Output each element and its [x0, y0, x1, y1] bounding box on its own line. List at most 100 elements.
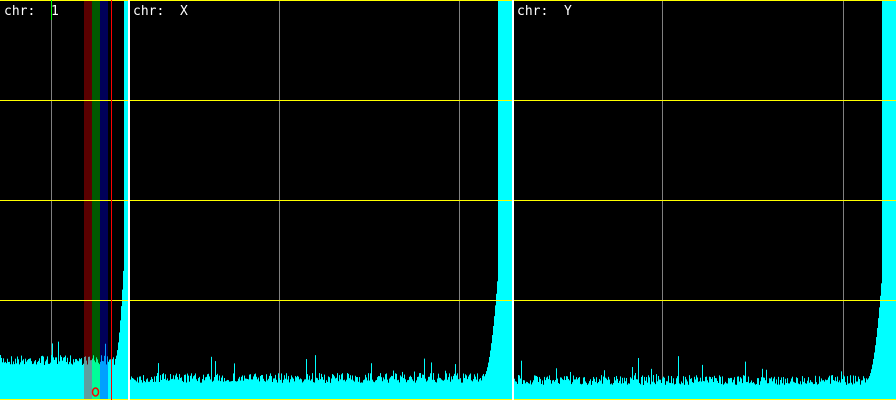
- coverage-bar: [110, 359, 111, 400]
- coverage-bar: [42, 355, 43, 400]
- coverage-bar: [524, 380, 525, 400]
- coverage-bar: [869, 376, 870, 400]
- coverage-bar: [648, 375, 649, 400]
- coverage-bar: [261, 375, 262, 400]
- coverage-bar: [405, 379, 406, 400]
- coverage-bar: [624, 377, 625, 400]
- coverage-bar: [38, 360, 39, 400]
- coverage-bar: [384, 379, 385, 400]
- coverage-bar: [238, 378, 239, 400]
- coverage-bar: [164, 378, 165, 400]
- coverage-bar: [595, 381, 596, 400]
- coverage-bar: [609, 379, 610, 400]
- coverage-bar: [674, 384, 675, 400]
- coverage-bar: [799, 384, 800, 400]
- coverage-bar: [606, 378, 607, 400]
- coverage-bar: [720, 376, 721, 400]
- coverage-bar: [23, 359, 24, 400]
- coverage-bar: [860, 384, 861, 400]
- coverage-bar: [370, 373, 371, 400]
- coverage-bar: [612, 384, 613, 400]
- coverage-bar: [375, 380, 376, 400]
- coverage-bar: [879, 307, 880, 400]
- coverage-bar: [667, 381, 668, 400]
- coverage-bar: [0, 355, 1, 400]
- coverage-bar: [470, 373, 471, 400]
- coverage-bar: [584, 377, 585, 400]
- coverage-bar: [590, 379, 591, 400]
- coverage-bar: [467, 379, 468, 400]
- coverage-bar: [117, 350, 118, 400]
- coverage-bar: [376, 379, 377, 400]
- coverage-bar: [580, 383, 581, 400]
- coverage-bar: [387, 379, 388, 400]
- coverage-bar: [156, 376, 157, 400]
- coverage-bar: [96, 357, 97, 400]
- coverage-bar: [637, 379, 638, 400]
- coverage-bar: [50, 362, 51, 400]
- coverage-bar: [353, 380, 354, 400]
- coverage-bar: [290, 379, 291, 400]
- coverage-bar: [322, 377, 323, 400]
- coverage-bar: [305, 379, 306, 400]
- coverage-bar: [224, 377, 225, 400]
- coverage-bar: [651, 368, 652, 400]
- coverage-bar: [4, 362, 5, 400]
- coverage-bar: [136, 381, 137, 400]
- coverage-bar: [419, 373, 420, 400]
- coverage-bar: [542, 380, 543, 400]
- coverage-bar: [369, 380, 370, 400]
- coverage-bar: [414, 371, 415, 400]
- coverage-bar: [453, 375, 454, 400]
- coverage-bar: [827, 379, 828, 400]
- coverage-bar: [834, 380, 835, 400]
- coverage-bar: [68, 364, 69, 400]
- coverage-bar: [709, 376, 710, 400]
- coverage-bar: [152, 378, 153, 400]
- coverage-bar: [807, 380, 808, 400]
- coverage-bar: [22, 360, 23, 400]
- coverage-bar: [222, 375, 223, 400]
- coverage-bar: [753, 382, 754, 400]
- coverage-bar: [445, 370, 446, 400]
- coverage-bar: [485, 374, 486, 400]
- coverage-bar: [435, 381, 436, 400]
- coverage-bar: [438, 373, 439, 400]
- coverage-bar: [40, 362, 41, 400]
- coverage-bar: [768, 383, 769, 400]
- coverage-bar: [657, 381, 658, 400]
- coverage-bar: [582, 383, 583, 400]
- coverage-bar: [744, 375, 745, 400]
- coverage-bar: [880, 295, 881, 400]
- coverage-bar: [669, 382, 670, 400]
- coverage-bar: [596, 377, 597, 400]
- coverage-bar: [51, 355, 52, 400]
- coverage-bar: [762, 368, 763, 400]
- coverage-bar: [248, 379, 249, 400]
- coverage-bar: [262, 374, 263, 400]
- coverage-bar: [316, 377, 317, 400]
- coverage-bar: [681, 381, 682, 400]
- coverage-bar: [850, 375, 851, 400]
- coverage-bar: [682, 383, 683, 400]
- coverage-bar: [696, 375, 697, 400]
- coverage-bar: [788, 383, 789, 400]
- coverage-bar: [568, 379, 569, 400]
- coverage-bar: [235, 381, 236, 400]
- coverage-bar: [676, 378, 677, 400]
- panel-label-chrX: chr: X: [133, 4, 188, 19]
- coverage-bar: [737, 376, 738, 400]
- coverage-bar: [169, 380, 170, 400]
- coverage-bar: [538, 381, 539, 400]
- coverage-bar: [861, 380, 862, 400]
- coverage-bar: [734, 377, 735, 400]
- coverage-bar: [540, 378, 541, 400]
- coverage-bar: [476, 379, 477, 400]
- coverage-bar: [671, 376, 672, 400]
- coverage-bar: [495, 305, 496, 400]
- coverage-bar: [457, 373, 458, 400]
- coverage-bar: [190, 375, 191, 400]
- coverage-bar: [614, 377, 615, 400]
- coverage-bar: [795, 382, 796, 400]
